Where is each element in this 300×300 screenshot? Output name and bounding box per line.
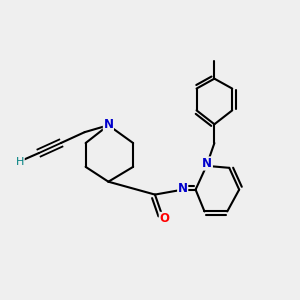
Text: N: N bbox=[103, 118, 113, 130]
Text: O: O bbox=[159, 212, 170, 225]
Text: N: N bbox=[103, 118, 113, 130]
Text: N: N bbox=[202, 157, 212, 170]
Text: N: N bbox=[178, 182, 188, 195]
Text: H: H bbox=[16, 157, 24, 167]
